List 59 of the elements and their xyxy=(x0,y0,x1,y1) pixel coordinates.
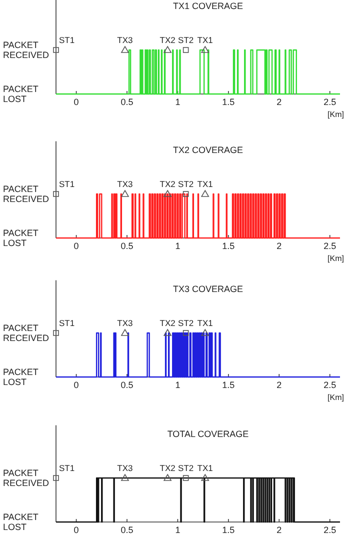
text: PACKET RECEIVED xyxy=(3,40,50,60)
series-label: TX3 xyxy=(117,35,134,45)
series-label: TX1 xyxy=(197,318,214,328)
series-label: TX3 xyxy=(117,463,134,473)
x-tick-label: 2 xyxy=(276,525,282,535)
text: PACKET RECEIVED xyxy=(3,468,50,488)
series-label: ST1 xyxy=(59,179,75,189)
series-label: TX1 xyxy=(197,179,214,189)
text: PACKET RECEIVED xyxy=(3,184,50,204)
x-tick-label: 1.5 xyxy=(222,380,235,390)
x-tick-label: 1 xyxy=(175,525,180,535)
x-tick-label: 2 xyxy=(276,97,282,107)
x-tick-label: 2.5 xyxy=(324,97,336,107)
series-label: ST2 xyxy=(178,463,194,473)
x-tick-label: 1.5 xyxy=(222,241,235,251)
text: PACKET LOST xyxy=(3,367,39,387)
series-label: ST2 xyxy=(178,35,194,45)
series-label: TX1 xyxy=(197,35,214,45)
x-tick-label: 0 xyxy=(74,241,79,251)
text: PACKET RECEIVED xyxy=(3,323,50,343)
x-axis-title: [Km] xyxy=(328,110,344,119)
chart-title: TOTAL COVERAGE xyxy=(167,429,249,440)
x-tick-label: 2 xyxy=(276,380,282,390)
x-tick-label: 1.5 xyxy=(222,525,235,535)
chart-title: TX1 COVERAGE xyxy=(172,1,244,12)
chart-title: TX3 COVERAGE xyxy=(172,284,244,294)
x-tick-label: 1 xyxy=(175,380,180,390)
x-tick-label: 1 xyxy=(175,241,180,251)
x-tick-label: 0 xyxy=(74,97,79,107)
x-axis-title: [Km] xyxy=(328,254,344,263)
x-tick-label: 2.5 xyxy=(324,380,336,390)
series-label: TX1 xyxy=(197,463,214,473)
series-label: TX2 xyxy=(160,318,176,328)
series-label: TX2 xyxy=(160,179,176,189)
x-tick-label: 0.5 xyxy=(120,380,134,390)
series-label: ST1 xyxy=(59,318,75,328)
x-tick-label: 0.5 xyxy=(120,525,134,535)
series-label: TX2 xyxy=(160,463,176,473)
x-tick-label: 2.5 xyxy=(324,241,336,251)
x-axis-title: [Km] xyxy=(328,393,344,402)
text: PACKET LOST xyxy=(3,84,39,104)
x-tick-label: 2.5 xyxy=(324,525,336,535)
text: PACKET LOST xyxy=(3,228,39,248)
series-label: ST1 xyxy=(59,35,75,45)
x-tick-label: 0.5 xyxy=(120,97,134,107)
x-tick-label: 0 xyxy=(74,380,79,390)
series-label: TX2 xyxy=(160,35,176,45)
x-tick-label: 2 xyxy=(276,241,282,251)
x-tick-label: 0.5 xyxy=(120,241,134,251)
x-tick-label: 1.5 xyxy=(222,97,235,107)
series-label: ST2 xyxy=(178,179,194,189)
x-tick-label: 0 xyxy=(74,525,79,535)
series-label: ST2 xyxy=(178,318,194,328)
series-label: TX3 xyxy=(117,179,134,189)
chart-title: TX2 COVERAGE xyxy=(172,145,244,156)
x-tick-label: 1 xyxy=(175,97,180,107)
series-label: ST1 xyxy=(59,463,75,473)
text: PACKET LOST xyxy=(3,512,39,532)
series-label: TX3 xyxy=(117,318,134,328)
